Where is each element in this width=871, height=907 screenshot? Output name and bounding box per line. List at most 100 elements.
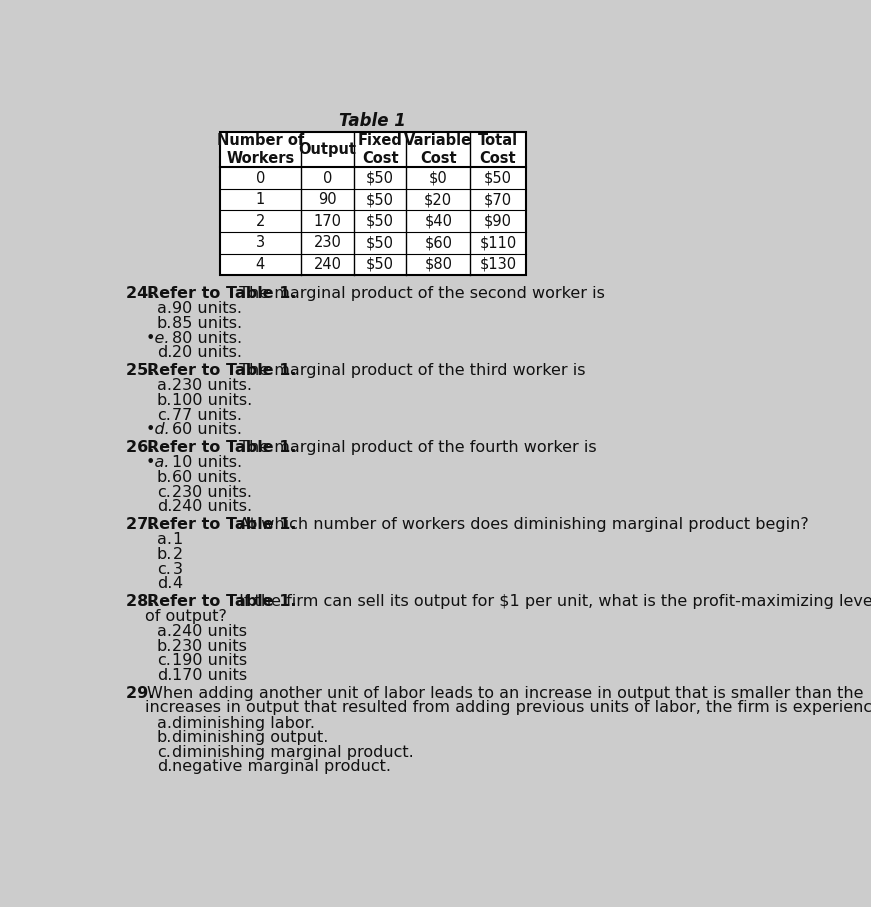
Text: $130: $130 <box>479 257 517 272</box>
Text: b.: b. <box>157 730 172 746</box>
Text: The marginal product of the third worker is: The marginal product of the third worker… <box>233 363 585 378</box>
Text: b.: b. <box>157 316 172 331</box>
Text: diminishing marginal product.: diminishing marginal product. <box>172 745 415 760</box>
Text: 85 units.: 85 units. <box>172 316 242 331</box>
Text: $50: $50 <box>366 192 394 207</box>
Text: $70: $70 <box>484 192 512 207</box>
Bar <box>219 132 526 275</box>
Text: a.: a. <box>157 716 172 731</box>
Text: c.: c. <box>157 745 171 760</box>
Text: Refer to Table 1.: Refer to Table 1. <box>147 594 297 609</box>
Text: 90 units.: 90 units. <box>172 301 242 317</box>
Text: The marginal product of the second worker is: The marginal product of the second worke… <box>233 286 604 301</box>
Text: d.: d. <box>157 499 172 514</box>
Text: 20 units.: 20 units. <box>172 346 242 360</box>
Text: Refer to Table 1.: Refer to Table 1. <box>147 440 297 455</box>
Text: c.: c. <box>157 561 171 577</box>
Text: 240: 240 <box>314 257 341 272</box>
Text: b.: b. <box>157 639 172 654</box>
Text: 60 units.: 60 units. <box>172 470 242 485</box>
Text: 28.: 28. <box>126 594 160 609</box>
Text: d.: d. <box>157 668 172 683</box>
Text: d.: d. <box>157 576 172 591</box>
Text: d.: d. <box>157 759 172 775</box>
Text: Refer to Table 1.: Refer to Table 1. <box>147 517 297 532</box>
Text: Output: Output <box>299 142 356 157</box>
Text: b.: b. <box>157 547 172 562</box>
Text: Variable
Cost: Variable Cost <box>404 133 472 166</box>
Text: b.: b. <box>157 470 172 485</box>
Text: 29.: 29. <box>126 686 160 700</box>
Text: d.: d. <box>157 346 172 360</box>
Text: $0: $0 <box>429 171 448 186</box>
Text: 4: 4 <box>256 257 265 272</box>
Text: •a.: •a. <box>146 455 171 471</box>
Text: of output?: of output? <box>145 609 227 624</box>
Text: 0: 0 <box>323 171 332 186</box>
Text: $20: $20 <box>424 192 452 207</box>
Text: 230 units: 230 units <box>172 639 247 654</box>
Text: 4: 4 <box>172 576 183 591</box>
Text: Refer to Table 1.: Refer to Table 1. <box>147 286 297 301</box>
Text: 170: 170 <box>314 214 341 229</box>
Text: •d.: •d. <box>146 423 171 437</box>
Text: Table 1: Table 1 <box>340 112 406 131</box>
Text: 240 units.: 240 units. <box>172 499 253 514</box>
Text: 0: 0 <box>256 171 265 186</box>
Text: 10 units.: 10 units. <box>172 455 242 471</box>
Text: 100 units.: 100 units. <box>172 393 253 408</box>
Text: 1: 1 <box>256 192 265 207</box>
Text: Fixed
Cost: Fixed Cost <box>358 133 402 166</box>
Text: a.: a. <box>157 378 172 394</box>
Text: 90: 90 <box>318 192 337 207</box>
Text: 230: 230 <box>314 235 341 250</box>
Text: a.: a. <box>157 532 172 547</box>
Text: diminishing labor.: diminishing labor. <box>172 716 315 731</box>
Text: $90: $90 <box>484 214 512 229</box>
Text: 77 units.: 77 units. <box>172 407 242 423</box>
Text: If the firm can sell its output for $1 per unit, what is the profit-maximizing l: If the firm can sell its output for $1 p… <box>233 594 871 609</box>
Text: a.: a. <box>157 301 172 317</box>
Text: negative marginal product.: negative marginal product. <box>172 759 391 775</box>
Text: 170 units: 170 units <box>172 668 247 683</box>
Text: 27.: 27. <box>126 517 160 532</box>
Text: 80 units.: 80 units. <box>172 330 242 346</box>
Text: The marginal product of the fourth worker is: The marginal product of the fourth worke… <box>233 440 597 455</box>
Text: 230 units.: 230 units. <box>172 484 253 500</box>
Text: b.: b. <box>157 393 172 408</box>
Text: $50: $50 <box>366 214 394 229</box>
Text: $80: $80 <box>424 257 452 272</box>
Text: Number of
Workers: Number of Workers <box>217 133 304 166</box>
Text: •e.: •e. <box>146 330 171 346</box>
Text: $50: $50 <box>366 171 394 186</box>
Text: c.: c. <box>157 407 171 423</box>
Text: c.: c. <box>157 653 171 668</box>
Text: 26.: 26. <box>126 440 160 455</box>
Text: c.: c. <box>157 484 171 500</box>
Text: $60: $60 <box>424 235 452 250</box>
Text: 190 units: 190 units <box>172 653 247 668</box>
Text: 2: 2 <box>172 547 183 562</box>
Text: 1: 1 <box>172 532 183 547</box>
Text: Refer to Table 1.: Refer to Table 1. <box>147 363 297 378</box>
Text: $50: $50 <box>366 257 394 272</box>
Text: $40: $40 <box>424 214 452 229</box>
Text: 2: 2 <box>256 214 265 229</box>
Text: 60 units.: 60 units. <box>172 423 242 437</box>
Text: At which number of workers does diminishing marginal product begin?: At which number of workers does diminish… <box>233 517 808 532</box>
Text: 230 units.: 230 units. <box>172 378 253 394</box>
Text: $50: $50 <box>366 235 394 250</box>
Bar <box>219 132 526 275</box>
Text: 24.: 24. <box>126 286 160 301</box>
Text: $110: $110 <box>479 235 517 250</box>
Text: a.: a. <box>157 624 172 639</box>
Text: When adding another unit of labor leads to an increase in output that is smaller: When adding another unit of labor leads … <box>147 686 864 700</box>
Text: 3: 3 <box>172 561 182 577</box>
Text: 25.: 25. <box>126 363 160 378</box>
Text: Total
Cost: Total Cost <box>478 133 518 166</box>
Text: 240 units: 240 units <box>172 624 247 639</box>
Text: $50: $50 <box>484 171 512 186</box>
Text: increases in output that resulted from adding previous units of labor, the firm : increases in output that resulted from a… <box>145 700 871 716</box>
Text: 3: 3 <box>256 235 265 250</box>
Text: diminishing output.: diminishing output. <box>172 730 328 746</box>
